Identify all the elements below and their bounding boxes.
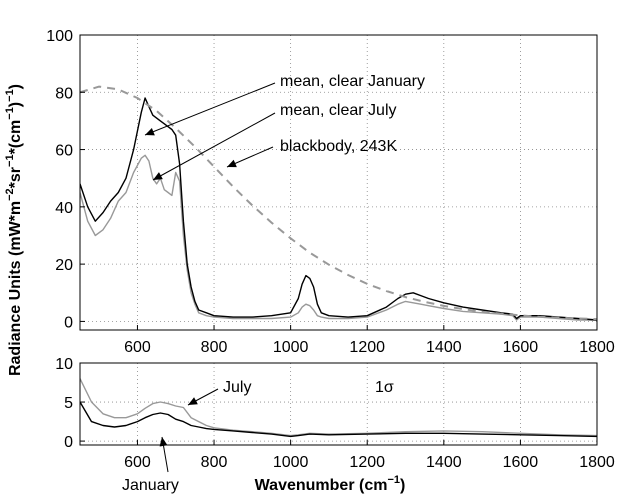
annotation-label: blackbody, 243K [280, 138, 397, 155]
x-tick-label: 1800 [579, 454, 615, 471]
top-plot-frame [79, 34, 598, 331]
y-tick-label: 100 [46, 28, 73, 45]
x-tick-label: 600 [124, 454, 151, 471]
x-axis-label: Wavenumber (cm−1) [255, 474, 406, 494]
y-tick-label: 5 [64, 395, 73, 412]
x-tick-label: 800 [201, 339, 228, 356]
annotation-label: 1σ [375, 379, 394, 396]
x-tick-label: 1800 [579, 339, 615, 356]
series-line-mean-clear-july [80, 154, 597, 321]
x-tick-label: 1400 [426, 339, 462, 356]
series-line-july [80, 378, 597, 437]
annotation-label: July [223, 379, 251, 396]
top-annotations: mean, clear January mean, clear July black… [144, 73, 425, 181]
y-axis-label: Radiance Units (mW*m−2*sr−1*(cm−1)−1) [4, 84, 24, 376]
series-line-blackbody-243k [80, 85, 597, 321]
x-tick-label: 1400 [426, 454, 462, 471]
annotation-arrowhead [159, 437, 168, 447]
series-line-mean-clear-january [80, 97, 597, 321]
annotation-arrowhead [153, 172, 163, 180]
annotation-arrow-line [152, 112, 276, 181]
y-tick-label: 40 [55, 200, 73, 217]
top-ticks: 600 800 1000 1200 1400 1600 1800 0 20 40 60 80 100 [46, 28, 615, 356]
y-tick-label: 60 [55, 143, 73, 160]
annotation-arrowhead [227, 159, 237, 168]
x-tick-label: 1200 [349, 339, 385, 356]
x-tick-label: 600 [124, 339, 151, 356]
x-tick-label: 1000 [273, 339, 309, 356]
x-tick-label: 1600 [503, 339, 539, 356]
x-tick-label: 1600 [503, 454, 539, 471]
y-tick-label: 0 [64, 314, 73, 331]
annotation-arrow-line [144, 82, 276, 136]
top-series [80, 85, 597, 321]
x-tick-label: 1000 [273, 454, 309, 471]
y-tick-label: 20 [55, 257, 73, 274]
top-panel: 600 800 1000 1200 1400 1600 1800 0 20 40 60 80 100 m… [46, 28, 615, 356]
y-tick-label: 80 [55, 85, 73, 102]
bottom-panel: 600 800 1000 1200 1400 1600 1800 0 5 10 July 1σ Jan… [55, 356, 615, 494]
annotation-label: January [122, 477, 179, 494]
bottom-annotations: July 1σ January [122, 379, 394, 494]
annotation-label: mean, clear July [280, 102, 397, 119]
annotation-label: mean, clear January [280, 73, 425, 90]
annotation-arrowhead [188, 397, 198, 405]
y-tick-label: 0 [64, 434, 73, 451]
bottom-plot-frame [79, 362, 598, 446]
bottom-series [80, 378, 597, 438]
x-tick-label: 800 [201, 454, 228, 471]
annotation-arrowhead [145, 127, 155, 136]
bottom-ticks: 600 800 1000 1200 1400 1600 1800 0 5 10 [55, 356, 615, 471]
y-tick-label: 10 [55, 356, 73, 373]
x-tick-label: 1200 [349, 454, 385, 471]
series-line-january [80, 401, 597, 438]
